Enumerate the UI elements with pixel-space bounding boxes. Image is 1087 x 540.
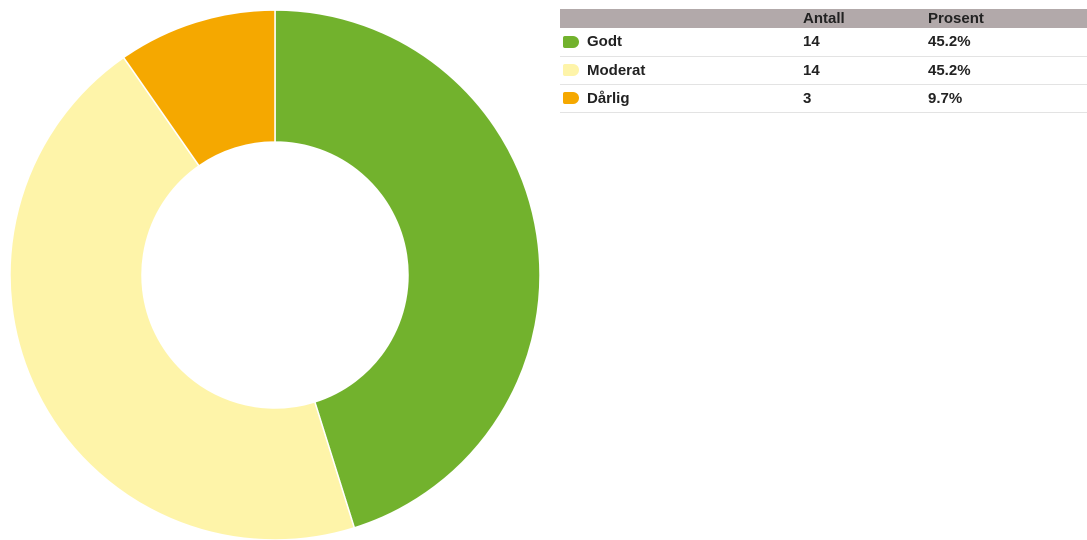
row-percent-moderat: 45.2% [928,61,971,79]
row-count-moderat: 14 [803,61,820,79]
legend-table: Antall Prosent Godt 14 45.2% Moderat 14 [560,9,1087,113]
legend-label-darlig: Dårlig [587,89,630,107]
legend-swatch-godt [563,35,579,48]
table-row: Godt 14 45.2% [560,28,1087,56]
legend-swatch-moderat [563,64,579,76]
donut-chart [9,9,541,540]
legend-label-moderat: Moderat [587,61,646,79]
row-count-godt: 14 [803,33,820,51]
row-percent-godt: 45.2% [928,33,971,51]
header-name [560,9,803,28]
header-percent: Prosent [928,10,984,27]
donut-slice-godt [274,9,541,529]
row-count-darlig: 3 [803,89,812,107]
row-name-cell: Moderat [560,56,803,84]
table-row: Moderat 14 45.2% [560,56,1087,84]
row-name-cell: Dårlig [560,84,803,112]
table-row: Dårlig 3 9.7% [560,84,1087,112]
table-header-row: Antall Prosent [560,9,1087,28]
row-name-cell: Godt [560,28,803,56]
legend-swatch-darlig [563,92,579,104]
donut-slice-darlig [122,9,276,167]
header-count: Antall [803,10,845,27]
donut-slice-moderat [9,56,356,540]
row-percent-darlig: 9.7% [928,89,963,107]
legend-label-godt: Godt [587,33,622,51]
